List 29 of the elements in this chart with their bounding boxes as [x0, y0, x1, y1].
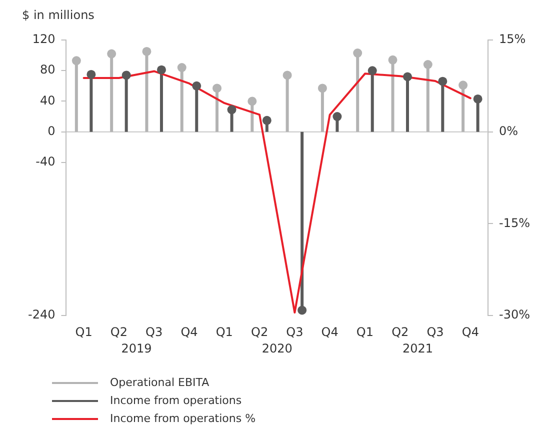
text: 2021	[402, 342, 433, 356]
legend-label: Income from operations %	[110, 412, 256, 426]
y-tick-label: -40	[36, 154, 56, 169]
y-tick-label: 40	[40, 93, 56, 108]
y-tick-label: 0	[48, 124, 56, 138]
x-tick-label: Q4	[321, 324, 338, 339]
text: 2020	[262, 342, 292, 356]
y-tick-label: -240	[28, 308, 56, 322]
y2-tick-label: 15%	[499, 32, 526, 46]
x-tick-label: Q3	[146, 324, 163, 339]
text: 2019	[121, 342, 152, 356]
x-tick-label: Q1	[75, 324, 92, 339]
y2-tick-label: -30%	[499, 308, 530, 322]
x-tick-label: Q2	[392, 324, 409, 339]
x-tick-label: Q4	[180, 324, 198, 339]
x-tick-label: Q3	[286, 324, 304, 339]
legend-label: Income from operations	[110, 394, 242, 408]
y2-tick-label: 0%	[499, 124, 518, 138]
y-tick-label: 120	[32, 32, 56, 46]
x-tick-label: Q1	[356, 324, 374, 339]
y-tick-label: 80	[40, 62, 56, 77]
x-tick-label: Q3	[426, 324, 444, 339]
y-axis-title: $ in millions	[22, 8, 94, 22]
x-tick-label: Q2	[110, 324, 128, 339]
x-tick-label: Q1	[216, 324, 233, 339]
legend-label: Operational EBITA	[110, 376, 210, 390]
x-tick-label: Q2	[250, 324, 268, 339]
y2-tick-label: -15%	[499, 216, 530, 230]
x-tick-label: Q4	[462, 324, 479, 339]
